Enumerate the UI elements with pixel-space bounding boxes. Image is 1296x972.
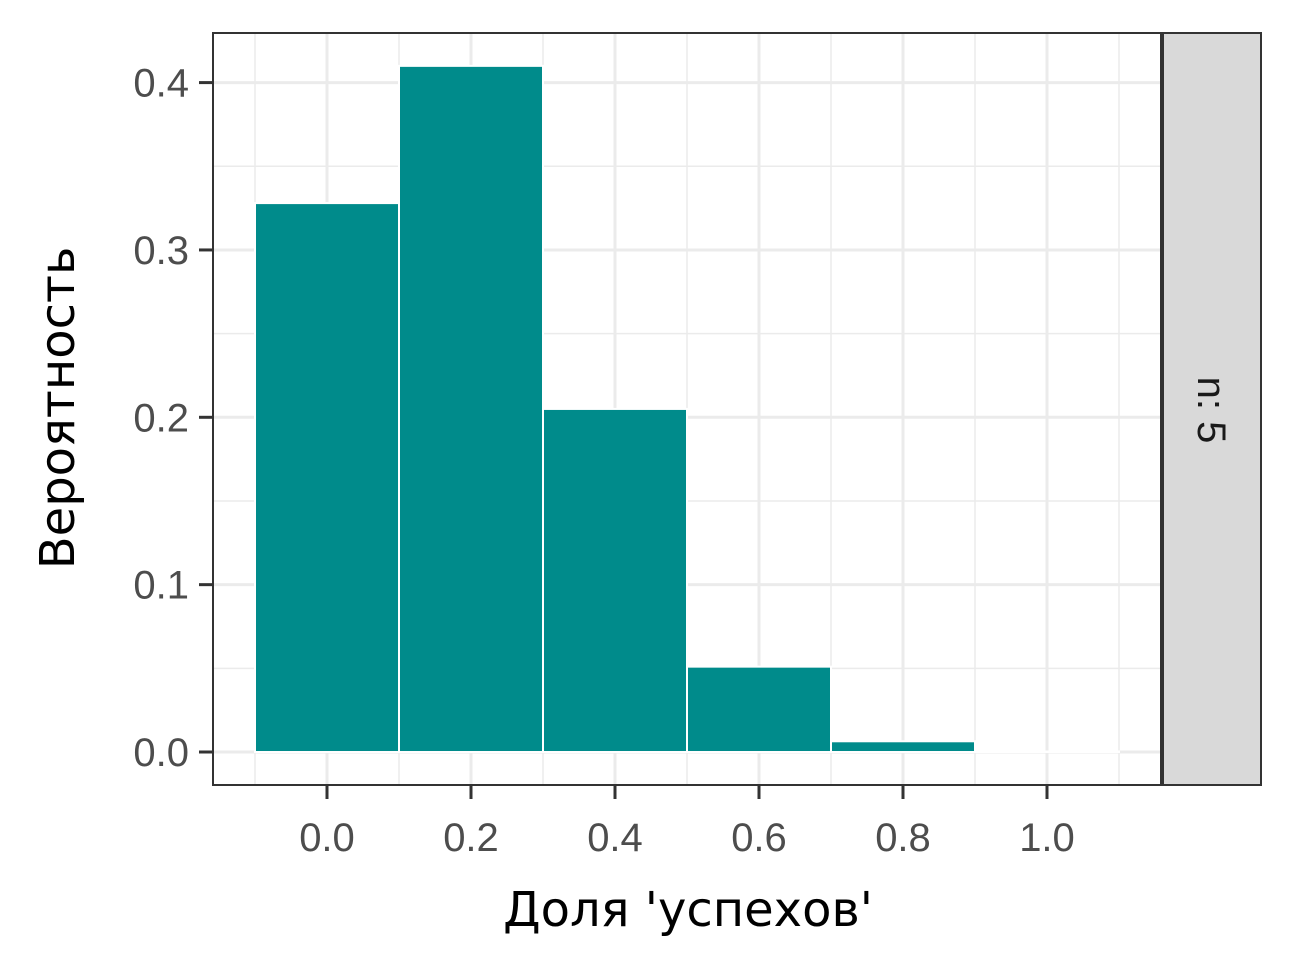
histogram-bar [830,740,976,754]
facet-strip-background [1162,32,1262,786]
y-tick-label: 0.4 [133,62,189,106]
facet-strip: n: 5 [1162,32,1262,786]
bars [254,64,1120,754]
x-axis-title: Доля 'успехов' [503,882,873,938]
x-tick-label: 0.2 [443,816,499,860]
histogram-bar [974,750,1120,753]
histogram-bar [254,202,400,754]
facet-strip-label: n: 5 [1189,377,1233,444]
x-tick-label: 1.0 [1019,816,1075,860]
x-tick-label: 0.4 [587,816,643,860]
x-axis: 0.0 0.2 0.4 0.6 0.8 1.0 [299,785,1075,860]
y-tick-label: 0.0 [133,731,189,775]
y-axis-title: Вероятность [30,247,86,570]
y-axis: 0.0 0.1 0.2 0.3 0.4 [133,62,213,775]
y-tick-label: 0.3 [133,229,189,273]
histogram-bar [686,665,832,753]
histogram-bar [398,64,544,754]
histogram-bar [542,407,688,753]
x-tick-label: 0.8 [875,816,931,860]
x-tick-label: 0.0 [299,816,355,860]
y-tick-label: 0.1 [133,564,189,608]
y-tick-label: 0.2 [133,396,189,440]
panel-border [212,32,1162,786]
x-tick-label: 0.6 [731,816,787,860]
